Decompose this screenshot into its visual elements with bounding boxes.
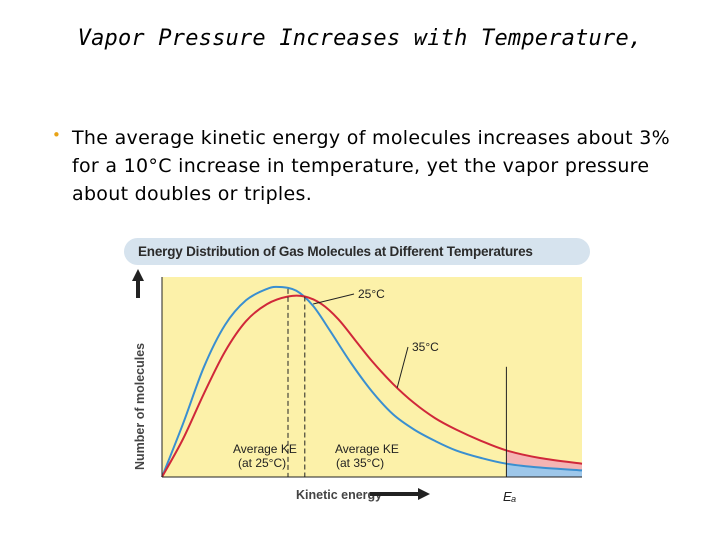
avg-ke-25c-label-line2: (at 25°C) xyxy=(238,456,286,470)
series-label-25c-leader xyxy=(313,293,355,305)
chart-svg: 25°C 35°C Average KE (at 25°C) Average K… xyxy=(132,269,583,504)
series-line-25c xyxy=(161,285,583,478)
plot-background xyxy=(162,277,582,477)
activation-energy-label: Eₐ xyxy=(503,489,517,504)
energy-distribution-figure: Energy Distribution of Gas Molecules at … xyxy=(120,235,592,510)
y-axis-label: Number of molecules xyxy=(133,343,147,470)
avg-ke-25c-label-line1: Average KE xyxy=(233,442,297,456)
slide-title: Vapor Pressure Increases with Temperatur… xyxy=(77,26,643,51)
bullet-dot-icon: • xyxy=(52,126,61,144)
x-axis-arrow-icon xyxy=(370,488,430,500)
series-line-35c xyxy=(161,294,583,478)
series-label-35c-leader xyxy=(396,346,409,388)
avg-ke-35c-label-line2: (at 35°C) xyxy=(336,456,384,470)
y-axis-arrow-icon xyxy=(132,269,144,298)
bullet-text: The average kinetic energy of molecules … xyxy=(72,127,670,205)
series-label-25c: 25°C xyxy=(358,287,385,301)
x-axis-label: Kinetic energy xyxy=(296,488,382,502)
chart-title: Energy Distribution of Gas Molecules at … xyxy=(124,238,590,265)
series-label-35c: 35°C xyxy=(412,340,439,354)
avg-ke-35c-label-line1: Average KE xyxy=(335,442,399,456)
